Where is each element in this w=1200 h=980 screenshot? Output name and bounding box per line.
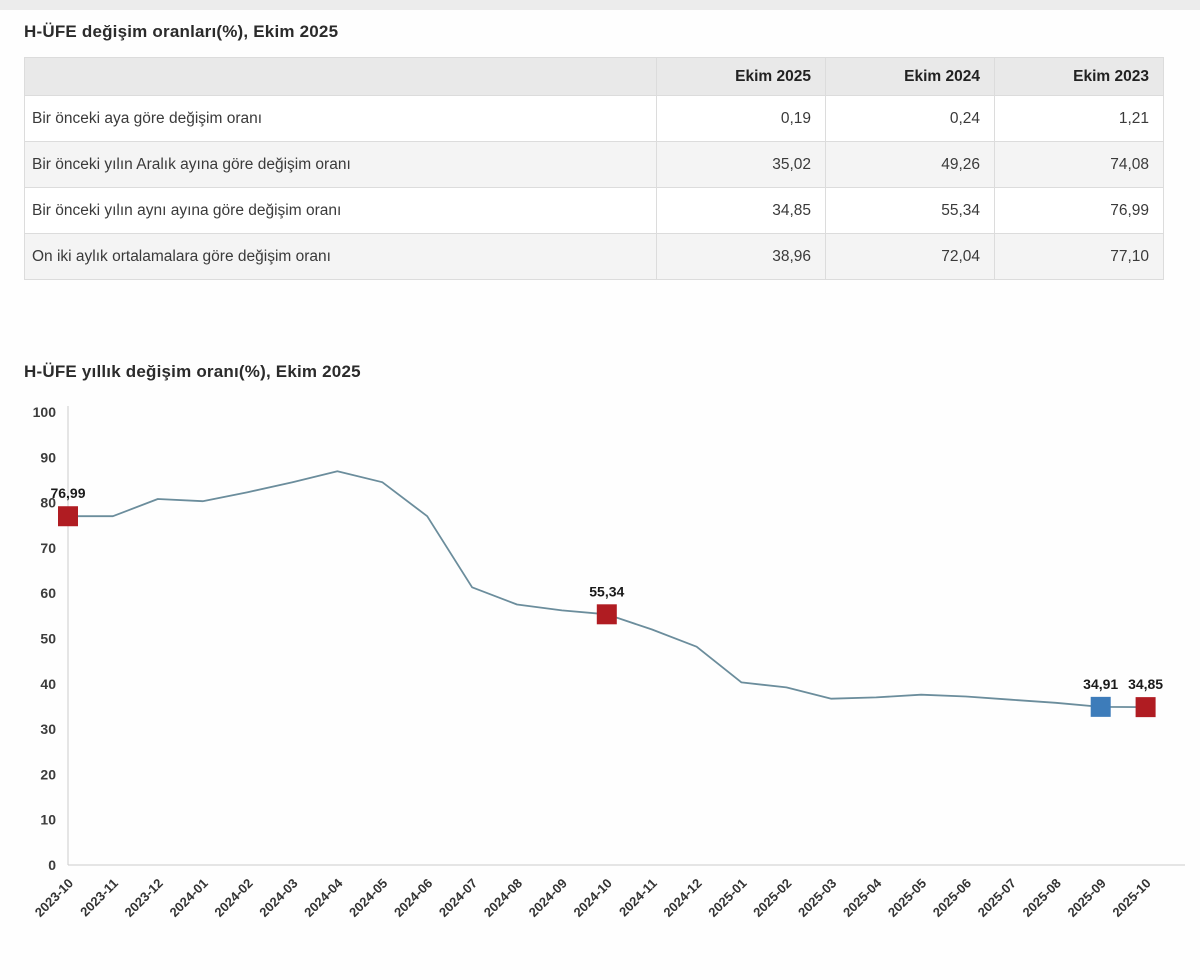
- y-tick-label: 10: [40, 812, 56, 828]
- data-point-marker-blue: [1090, 696, 1111, 717]
- table-row: Bir önceki aya göre değişim oranı 0,19 0,2…: [24, 95, 1164, 142]
- cell-value: 76,99: [994, 187, 1164, 234]
- y-tick-label: 80: [40, 495, 56, 511]
- header-row: Ekim 2025 Ekim 2024 Ekim 2023: [24, 57, 1164, 96]
- cell-value: 0,19: [656, 95, 826, 142]
- x-tick-label: 2023-11: [77, 876, 121, 920]
- x-tick-label: 2024-07: [436, 876, 480, 920]
- data-point-label: 34,91: [1083, 676, 1118, 692]
- x-tick-label: 2024-04: [301, 875, 346, 920]
- x-tick-label: 2024-02: [211, 876, 255, 920]
- cell-value: 35,02: [656, 141, 826, 188]
- rates-table-body: Bir önceki aya göre değişim oranı 0,19 0,2…: [24, 95, 1164, 280]
- row-label: Bir önceki yılın Aralık ayına göre değiş…: [24, 141, 657, 188]
- x-tick-label: 2025-08: [1020, 876, 1064, 920]
- cell-value: 77,10: [994, 233, 1164, 280]
- cell-value: 55,34: [825, 187, 995, 234]
- cell-value: 34,85: [656, 187, 826, 234]
- table-title: H-ÜFE değişim oranları(%), Ekim 2025: [24, 22, 339, 41]
- x-tick-label: 2025-02: [750, 876, 794, 920]
- data-point-label: 34,85: [1128, 676, 1163, 692]
- table-row: On iki aylık ortalamalara göre değişim o…: [24, 233, 1164, 280]
- data-point-marker-red: [596, 604, 617, 625]
- x-tick-label: 2025-06: [930, 876, 974, 920]
- x-tick-label: 2025-05: [885, 876, 929, 920]
- y-tick-label: 70: [40, 540, 56, 556]
- x-tick-label: 2024-05: [346, 876, 390, 920]
- rates-table-header: Ekim 2025 Ekim 2024 Ekim 2023: [24, 57, 1164, 96]
- line-chart-svg: 0 10 20 30 40 50 60 70 80 90 100 2023-10 2023-11 2023…: [32, 404, 1185, 920]
- column-header: Ekim 2023: [994, 57, 1164, 96]
- cell-value: 74,08: [994, 141, 1164, 188]
- y-tick-label: 90: [40, 449, 56, 465]
- data-point-label: 76,99: [50, 485, 85, 501]
- rates-table: Ekim 2025 Ekim 2024 Ekim 2023 Bir önceki a…: [24, 57, 1164, 280]
- y-tick-label: 40: [40, 676, 56, 692]
- cell-value: 1,21: [994, 95, 1164, 142]
- x-tick-label: 2024-11: [616, 876, 660, 920]
- x-tick-label: 2024-03: [256, 876, 300, 920]
- x-tick-label: 2025-01: [705, 876, 749, 920]
- x-tick-label: 2024-12: [660, 876, 704, 920]
- y-tick-label: 30: [40, 721, 56, 737]
- table-row: Bir önceki yılın aynı ayına göre değişim…: [24, 187, 1164, 234]
- x-tick-label: 2025-09: [1064, 876, 1108, 920]
- x-tick-label: 2025-07: [975, 876, 1019, 920]
- cell-value: 38,96: [656, 233, 826, 280]
- x-tick-label: 2025-03: [795, 876, 839, 920]
- cell-value: 72,04: [825, 233, 995, 280]
- x-tick-label: 2023-10: [32, 876, 76, 920]
- table-row: Bir önceki yılın Aralık ayına göre değiş…: [24, 141, 1164, 188]
- column-header: Ekim 2024: [825, 57, 995, 96]
- row-label: On iki aylık ortalamalara göre değişim o…: [24, 233, 657, 280]
- x-tick-label: 2023-12: [122, 876, 166, 920]
- cell-value: 49,26: [825, 141, 995, 188]
- x-tick-label: 2024-06: [391, 876, 435, 920]
- x-tick-label: 2024-09: [526, 876, 570, 920]
- y-tick-label: 50: [40, 631, 56, 647]
- cell-value: 0,24: [825, 95, 995, 142]
- line-chart: 0 10 20 30 40 50 60 70 80 90 100 2023-10 2023-11 2023…: [0, 392, 1200, 980]
- y-tick-label: 20: [40, 766, 56, 782]
- column-header: [24, 57, 657, 96]
- column-header: Ekim 2025: [656, 57, 826, 96]
- x-tick-label: 2024-01: [166, 876, 210, 920]
- chart-title: H-ÜFE yıllık değişim oranı(%), Ekim 2025: [24, 362, 361, 381]
- x-tick-label: 2025-04: [840, 875, 885, 920]
- row-label: Bir önceki aya göre değişim oranı: [24, 95, 657, 142]
- y-tick-label: 0: [48, 857, 56, 873]
- y-tick-label: 60: [40, 585, 56, 601]
- x-tick-label: 2024-08: [481, 876, 525, 920]
- y-tick-label: 100: [33, 404, 57, 420]
- data-point-marker-red: [1135, 697, 1156, 718]
- data-point-label: 55,34: [589, 583, 624, 599]
- top-strip: [0, 0, 1200, 10]
- row-label: Bir önceki yılın aynı ayına göre değişim…: [24, 187, 657, 234]
- x-tick-label: 2024-10: [571, 876, 615, 920]
- x-tick-label: 2025-10: [1109, 876, 1153, 920]
- data-point-marker-red: [58, 506, 78, 527]
